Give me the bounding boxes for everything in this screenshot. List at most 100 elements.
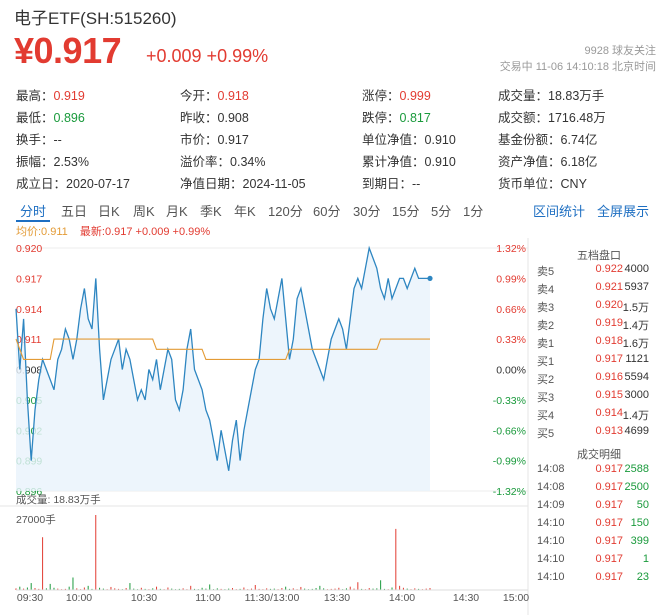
quote-label: 今开： bbox=[180, 89, 218, 103]
pct-tick-label: 0.66% bbox=[496, 304, 526, 316]
tab-4[interactable]: 月K bbox=[166, 204, 188, 219]
active-tab-indicator bbox=[16, 220, 50, 222]
quote-cell: 资产净值：6.18亿 bbox=[498, 151, 597, 170]
order-level: 买4 bbox=[537, 410, 555, 422]
quote-value: 2024-11-05 bbox=[242, 177, 306, 191]
price-area bbox=[16, 248, 430, 491]
intraday-chart[interactable]: 0.920 1.32% 0.917 0.99% 0.914 0.66% 0.911 0.33%… bbox=[0, 238, 670, 615]
trade-price: 0.917 bbox=[595, 499, 623, 511]
y-tick-label: 0.914 bbox=[16, 304, 42, 316]
quote-cell: 跌停：0.817 bbox=[362, 107, 431, 126]
order-level: 卖1 bbox=[537, 338, 555, 350]
trade-volume: 2588 bbox=[624, 463, 649, 475]
tab-2[interactable]: 日K bbox=[98, 204, 120, 219]
trade-price: 0.917 bbox=[595, 481, 623, 493]
trade-volume: 399 bbox=[630, 535, 649, 547]
order-book-title: 五档盘口 bbox=[577, 250, 621, 262]
quote-label: 基金份额： bbox=[498, 133, 561, 147]
quote-value: 6.18亿 bbox=[560, 155, 598, 169]
trade-volume: 1 bbox=[642, 553, 649, 565]
quote-value: 6.74亿 bbox=[560, 133, 598, 147]
trade-volume: 150 bbox=[630, 517, 649, 529]
quote-cell: 最高：0.919 bbox=[16, 85, 85, 104]
trade-row: 14:10 0.917 399 bbox=[528, 535, 670, 553]
tab-8[interactable]: 60分 bbox=[313, 204, 341, 219]
tab-3[interactable]: 周K bbox=[133, 204, 155, 219]
tab-1[interactable]: 五日 bbox=[61, 204, 88, 219]
tab-6[interactable]: 年K bbox=[234, 204, 256, 219]
quote-cell: 溢价率：0.34% bbox=[180, 151, 265, 170]
order-volume: 1.5万 bbox=[622, 302, 649, 314]
avg-price-legend: 均价:0.911 bbox=[16, 226, 68, 238]
quote-cell: 成交量：18.83万手 bbox=[498, 85, 604, 104]
order-book-row: 买1 0.917 1121 bbox=[528, 353, 670, 371]
trade-row: 14:10 0.917 23 bbox=[528, 571, 670, 589]
quote-value: 0.910 bbox=[424, 155, 456, 169]
tab-5[interactable]: 季K bbox=[200, 204, 222, 219]
quote-value: 0.817 bbox=[399, 111, 431, 125]
trade-time: 14:10 bbox=[537, 571, 565, 583]
volume-axis-label: 27000手 bbox=[16, 513, 56, 526]
order-price: 0.915 bbox=[595, 389, 623, 401]
quote-cell: 换手：-- bbox=[16, 129, 62, 148]
latest-point bbox=[427, 275, 433, 281]
pct-tick-label: 0.99% bbox=[496, 273, 526, 285]
tab-7[interactable]: 120分 bbox=[268, 204, 303, 219]
order-volume: 1.4万 bbox=[622, 410, 649, 422]
quote-cell: 振幅：2.53% bbox=[16, 151, 89, 170]
order-price: 0.914 bbox=[595, 407, 623, 419]
quote-label: 昨收： bbox=[180, 111, 218, 125]
trades-title: 成交明细 bbox=[577, 449, 621, 461]
order-book-row: 买4 0.914 1.4万 bbox=[528, 407, 670, 425]
quote-value: -- bbox=[412, 177, 421, 191]
latest-price-legend: 最新:0.917 +0.009 +0.99% bbox=[79, 226, 211, 238]
trade-volume: 23 bbox=[636, 571, 649, 583]
tab-0[interactable]: 分时 bbox=[20, 204, 47, 219]
trade-row: 14:10 0.917 150 bbox=[528, 517, 670, 535]
tab-9[interactable]: 30分 bbox=[353, 204, 381, 219]
quote-cell: 涨停：0.999 bbox=[362, 85, 431, 104]
trading-status: 交易中 11-06 14:10:18 北京时间 bbox=[499, 61, 656, 73]
quote-cell: 净值日期：2024-11-05 bbox=[180, 173, 306, 192]
quote-label: 市价： bbox=[180, 133, 218, 147]
quote-value: 0.896 bbox=[53, 111, 85, 125]
tab-10[interactable]: 15分 bbox=[392, 204, 420, 219]
order-price: 0.913 bbox=[595, 425, 623, 437]
quote-value: 0.917 bbox=[217, 133, 249, 147]
tab-11[interactable]: 5分 bbox=[431, 204, 452, 219]
quote-value: 0.910 bbox=[424, 133, 456, 147]
order-level: 卖5 bbox=[537, 266, 555, 278]
quote-value: 0.34% bbox=[230, 155, 266, 169]
order-book-row: 卖5 0.922 4000 bbox=[528, 263, 670, 281]
order-volume: 1121 bbox=[625, 353, 649, 365]
quote-label: 最低： bbox=[16, 111, 54, 125]
order-price: 0.917 bbox=[595, 353, 623, 365]
fund-title: 电子ETF(SH:515260) bbox=[14, 9, 177, 28]
quote-cell: 到期日：-- bbox=[362, 173, 420, 192]
order-price: 0.916 bbox=[595, 371, 623, 383]
x-tick-label: 11:30/13:00 bbox=[245, 592, 300, 604]
y-tick-label: 0.920 bbox=[16, 243, 42, 255]
trade-time: 14:10 bbox=[537, 517, 565, 529]
trade-row: 14:08 0.917 2588 bbox=[528, 463, 670, 481]
order-book-row: 买2 0.916 5594 bbox=[528, 371, 670, 389]
quote-label: 单位净值： bbox=[362, 133, 425, 147]
range-stats-link[interactable]: 区间统计 bbox=[533, 204, 586, 219]
order-level: 卖4 bbox=[537, 284, 555, 296]
quote-cell: 昨收：0.908 bbox=[180, 107, 249, 126]
quote-value: 2020-07-17 bbox=[66, 177, 130, 191]
x-tick-label: 09:30 bbox=[17, 592, 43, 604]
fullscreen-link[interactable]: 全屏展示 bbox=[597, 204, 650, 219]
quote-cell: 市价：0.917 bbox=[180, 129, 249, 148]
x-tick-label: 11:00 bbox=[195, 592, 221, 604]
quote-label: 累计净值： bbox=[362, 155, 425, 169]
order-book-row: 卖1 0.918 1.6万 bbox=[528, 335, 670, 353]
order-book-row: 卖4 0.921 5937 bbox=[528, 281, 670, 299]
order-book-row: 买3 0.915 3000 bbox=[528, 389, 670, 407]
y-tick-label: 0.911 bbox=[16, 334, 42, 346]
tab-12[interactable]: 1分 bbox=[463, 204, 484, 219]
quote-value: 18.83万手 bbox=[548, 89, 605, 103]
trade-price: 0.917 bbox=[595, 553, 623, 565]
quote-label: 溢价率： bbox=[180, 155, 231, 169]
order-level: 卖2 bbox=[537, 320, 555, 332]
